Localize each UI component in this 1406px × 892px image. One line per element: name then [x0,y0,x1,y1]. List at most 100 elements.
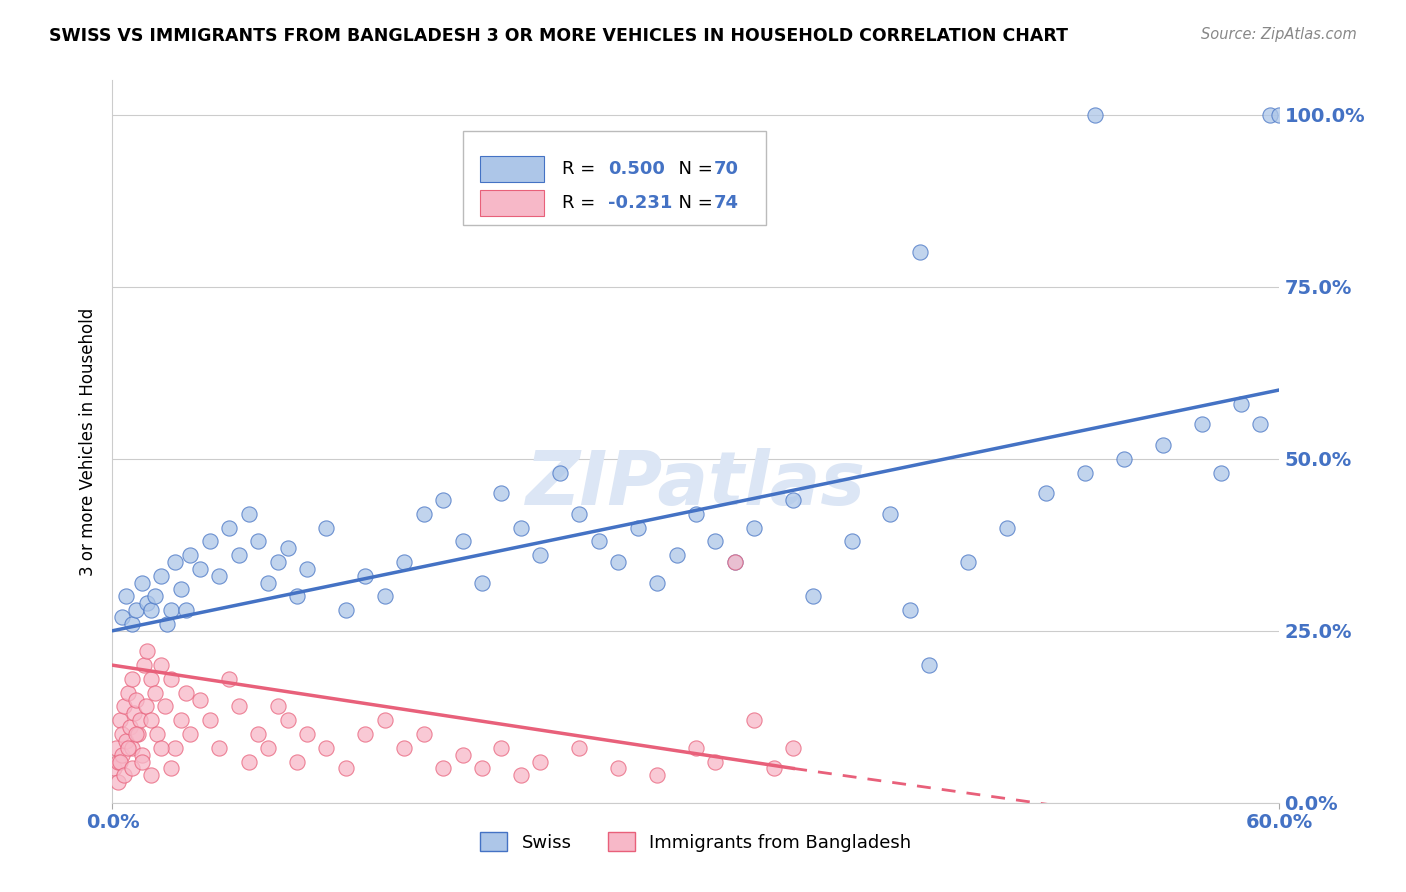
Swiss [685,507,707,521]
Immigrants from Bangladesh [335,761,357,775]
Swiss [627,520,650,534]
Immigrants from Bangladesh [176,686,198,700]
Swiss [125,603,148,617]
Swiss [315,520,337,534]
Swiss [1258,108,1281,122]
Immigrants from Bangladesh [121,740,143,755]
Swiss [801,590,824,604]
Immigrants from Bangladesh [257,740,280,755]
Immigrants from Bangladesh [198,713,221,727]
Swiss [335,603,357,617]
Swiss [218,520,240,534]
Immigrants from Bangladesh [529,755,551,769]
Immigrants from Bangladesh [115,734,138,748]
Immigrants from Bangladesh [491,740,513,755]
Swiss [208,568,231,582]
Immigrants from Bangladesh [509,768,531,782]
Swiss [509,520,531,534]
Immigrants from Bangladesh [121,672,143,686]
Text: ZIPatlas: ZIPatlas [526,449,866,522]
Immigrants from Bangladesh [607,761,630,775]
Swiss [1112,451,1135,466]
Swiss [879,507,901,521]
Swiss [1191,417,1213,432]
Immigrants from Bangladesh [247,727,270,741]
Text: Source: ZipAtlas.com: Source: ZipAtlas.com [1201,27,1357,42]
Swiss [995,520,1018,534]
Immigrants from Bangladesh [131,747,153,762]
Swiss [412,507,434,521]
Swiss [742,520,765,534]
Immigrants from Bangladesh [471,761,494,775]
Immigrants from Bangladesh [125,727,148,741]
Immigrants from Bangladesh [762,761,785,775]
Swiss [451,534,474,549]
Swiss [354,568,377,582]
Swiss [1084,108,1107,122]
Immigrants from Bangladesh [188,692,211,706]
Swiss [724,555,747,569]
Immigrants from Bangladesh [122,706,145,721]
Immigrants from Bangladesh [163,740,186,755]
Immigrants from Bangladesh [451,747,474,762]
Immigrants from Bangladesh [110,755,132,769]
Text: SWISS VS IMMIGRANTS FROM BANGLADESH 3 OR MORE VEHICLES IN HOUSEHOLD CORRELATION : SWISS VS IMMIGRANTS FROM BANGLADESH 3 OR… [49,27,1069,45]
Swiss [432,493,454,508]
Swiss [179,548,201,562]
Immigrants from Bangladesh [315,740,337,755]
Immigrants from Bangladesh [141,672,163,686]
Immigrants from Bangladesh [127,727,149,741]
Swiss [156,616,179,631]
Swiss [228,548,250,562]
Swiss [491,486,513,500]
Swiss [908,245,931,260]
Swiss [257,575,280,590]
Text: N =: N = [666,194,718,212]
Immigrants from Bangladesh [121,761,143,775]
Immigrants from Bangladesh [228,699,250,714]
Text: 70: 70 [713,161,738,178]
FancyBboxPatch shape [463,131,766,225]
Swiss [665,548,688,562]
Legend: Swiss, Immigrants from Bangladesh: Swiss, Immigrants from Bangladesh [472,825,920,859]
Immigrants from Bangladesh [125,692,148,706]
Swiss [238,507,260,521]
Immigrants from Bangladesh [132,658,155,673]
Swiss [188,562,211,576]
Immigrants from Bangladesh [143,686,166,700]
Immigrants from Bangladesh [112,768,135,782]
Immigrants from Bangladesh [179,727,201,741]
Swiss [150,568,173,582]
Immigrants from Bangladesh [118,720,141,734]
Swiss [121,616,143,631]
Immigrants from Bangladesh [141,768,163,782]
Y-axis label: 3 or more Vehicles in Household: 3 or more Vehicles in Household [79,308,97,575]
Immigrants from Bangladesh [153,699,176,714]
Immigrants from Bangladesh [141,713,163,727]
Text: R =: R = [562,194,600,212]
Immigrants from Bangladesh [107,775,129,789]
Swiss [898,603,921,617]
Immigrants from Bangladesh [724,555,747,569]
Swiss [176,603,198,617]
Immigrants from Bangladesh [169,713,191,727]
Swiss [1249,417,1271,432]
Immigrants from Bangladesh [645,768,668,782]
Immigrants from Bangladesh [285,755,308,769]
Immigrants from Bangladesh [112,699,135,714]
Swiss [131,575,153,590]
Immigrants from Bangladesh [146,727,169,741]
Swiss [136,596,159,610]
Swiss [247,534,270,549]
Immigrants from Bangladesh [160,672,183,686]
Swiss [782,493,804,508]
Swiss [957,555,980,569]
Immigrants from Bangladesh [128,713,150,727]
Immigrants from Bangladesh [374,713,396,727]
Swiss [645,575,668,590]
Immigrants from Bangladesh [208,740,231,755]
Immigrants from Bangladesh [295,727,318,741]
Swiss [548,466,571,480]
FancyBboxPatch shape [479,156,544,182]
Swiss [529,548,551,562]
